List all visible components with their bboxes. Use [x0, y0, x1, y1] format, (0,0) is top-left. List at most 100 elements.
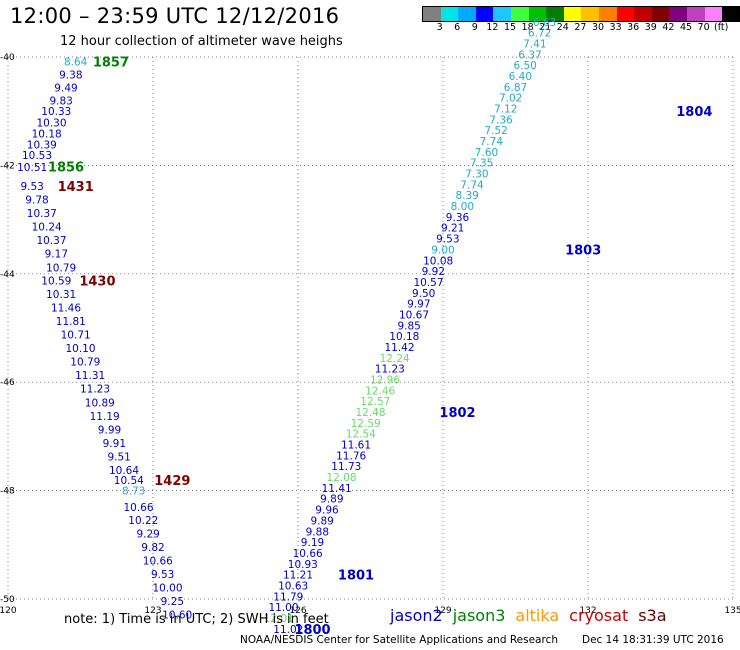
- wave-height-value: 9.21: [441, 223, 464, 235]
- pass-time-label: 1429: [154, 474, 190, 489]
- wave-height-value: 6.37: [518, 49, 541, 61]
- wave-height-value: 12.48: [355, 407, 385, 419]
- wave-height-value: 6.87: [504, 82, 527, 94]
- color-scale-label: 30: [591, 22, 605, 33]
- satellite-legend: jason2 jason3 altika cryosat s3a: [390, 606, 677, 625]
- wave-height-value: 11.41: [322, 483, 352, 495]
- x-tick-label: 126: [289, 606, 306, 616]
- color-scale-label: 18: [521, 22, 534, 33]
- color-swatch: [440, 7, 459, 21]
- x-tick-label: 135: [724, 606, 740, 616]
- color-scale-label: 27: [574, 22, 587, 33]
- wave-height-value: 11.23: [375, 364, 405, 376]
- wave-height-value: 10.00: [152, 583, 182, 595]
- y-tick-label: -40: [0, 53, 15, 63]
- color-scale-bar: [422, 6, 740, 22]
- satellite-name: s3a: [638, 606, 667, 625]
- wave-height-value: 10.60: [162, 610, 192, 622]
- color-swatch: [669, 7, 687, 21]
- wave-height-value: 9.51: [107, 451, 130, 463]
- wave-height-value: 10.66: [143, 556, 173, 568]
- wave-height-value: 7.30: [465, 169, 488, 181]
- wave-height-value: 11.31: [75, 370, 105, 382]
- wave-height-value: 9.89: [320, 494, 343, 506]
- wave-height-value: 10.64: [109, 465, 139, 477]
- wave-height-value: 9.85: [397, 320, 420, 332]
- wave-height-value: 9.96: [315, 505, 339, 517]
- wave-height-value: 7.35: [470, 158, 493, 170]
- wave-height-value: 9.89: [310, 515, 333, 527]
- color-scale-label: 3: [436, 22, 443, 33]
- pass-time-label: 1801: [338, 569, 374, 584]
- wave-height-value: 12.96: [370, 374, 400, 386]
- color-scale-label: 24: [556, 22, 569, 33]
- map-grid: [7, 56, 734, 600]
- color-scale-label: 42: [662, 22, 675, 33]
- color-scale-label: 45: [679, 22, 693, 33]
- color-swatch: [616, 7, 635, 21]
- wave-height-value: 8.73: [122, 486, 145, 498]
- color-scale-label: 39: [644, 22, 657, 33]
- color-swatch: [528, 7, 547, 21]
- y-tick-label: -42: [0, 161, 15, 171]
- wave-height-value: 10.79: [46, 262, 76, 274]
- wave-height-value: 9.25: [161, 596, 184, 608]
- color-swatch: [634, 7, 652, 21]
- color-swatch: [458, 7, 476, 21]
- page-subtitle: 12 hour collection of altimeter wave hei…: [60, 34, 343, 49]
- color-scale-label: 36: [627, 22, 640, 33]
- wave-height-value: 9.53: [151, 569, 174, 581]
- color-swatch: [493, 7, 511, 21]
- wave-height-value: 11.76: [336, 450, 366, 462]
- wave-height-value: 10.18: [32, 128, 62, 140]
- wave-height-value: 9.99: [98, 424, 121, 436]
- pass-time-label: 1803: [565, 243, 601, 258]
- pass-time-label: 1856: [48, 160, 84, 175]
- color-swatch: [686, 7, 705, 21]
- wave-height-value: 9.88: [306, 526, 329, 538]
- color-swatch: [651, 7, 670, 21]
- wave-height-value: 10.08: [423, 255, 453, 267]
- color-swatch: [563, 7, 582, 21]
- color-swatch: [423, 7, 441, 21]
- wave-height-value: 9.97: [407, 299, 430, 311]
- wave-height-value: 9.53: [436, 234, 459, 246]
- wave-height-value: 11.42: [384, 342, 414, 354]
- wave-height-value: 9.78: [25, 195, 48, 207]
- color-swatch: [581, 7, 599, 21]
- wave-height-value: 10.37: [36, 235, 66, 247]
- wave-height-value: 7.36: [489, 114, 513, 126]
- wave-height-value: 10.67: [399, 309, 429, 321]
- wave-height-value: 7.52: [484, 125, 507, 137]
- wave-height-value: 10.24: [32, 222, 62, 234]
- pass-time-label: 1804: [676, 105, 712, 120]
- wave-height-value: 11.02: [273, 624, 303, 636]
- credit-line: NOAA/NESDIS Center for Satellite Applica…: [240, 634, 558, 646]
- wave-height-value: 10.53: [22, 150, 52, 162]
- wave-height-value: 10.30: [36, 118, 66, 130]
- wave-height-value: 12.24: [380, 353, 410, 365]
- wave-height-value: 9.53: [20, 181, 43, 193]
- wave-height-value: 10.22: [128, 515, 158, 527]
- wave-height-value: 9.29: [136, 528, 159, 540]
- wave-height-value: 9.83: [49, 95, 72, 107]
- wave-height-value: 9.49: [54, 82, 77, 94]
- wave-height-value: 12.59: [351, 418, 381, 430]
- wave-height-value: 10.71: [61, 330, 91, 342]
- wave-height-value: 9.82: [141, 542, 164, 554]
- wave-height-value: 9.92: [422, 266, 445, 278]
- wave-height-value: 12.08: [326, 472, 356, 484]
- y-tick-label: -44: [0, 270, 15, 280]
- pass-time-label: 1430: [79, 274, 115, 289]
- satellite-name: jason2: [390, 606, 443, 625]
- wave-height-value: 9.00: [431, 244, 454, 256]
- wave-height-value: 6.40: [509, 71, 532, 83]
- wave-height-value: 11.21: [283, 570, 313, 582]
- color-swatch: [722, 7, 740, 21]
- wave-height-value: 7.74: [480, 136, 504, 148]
- wave-height-value: 12.01: [264, 613, 294, 625]
- wave-height-value: 12.57: [360, 396, 390, 408]
- x-tick-label: 132: [579, 606, 596, 616]
- wave-height-value: 7.60: [475, 147, 498, 159]
